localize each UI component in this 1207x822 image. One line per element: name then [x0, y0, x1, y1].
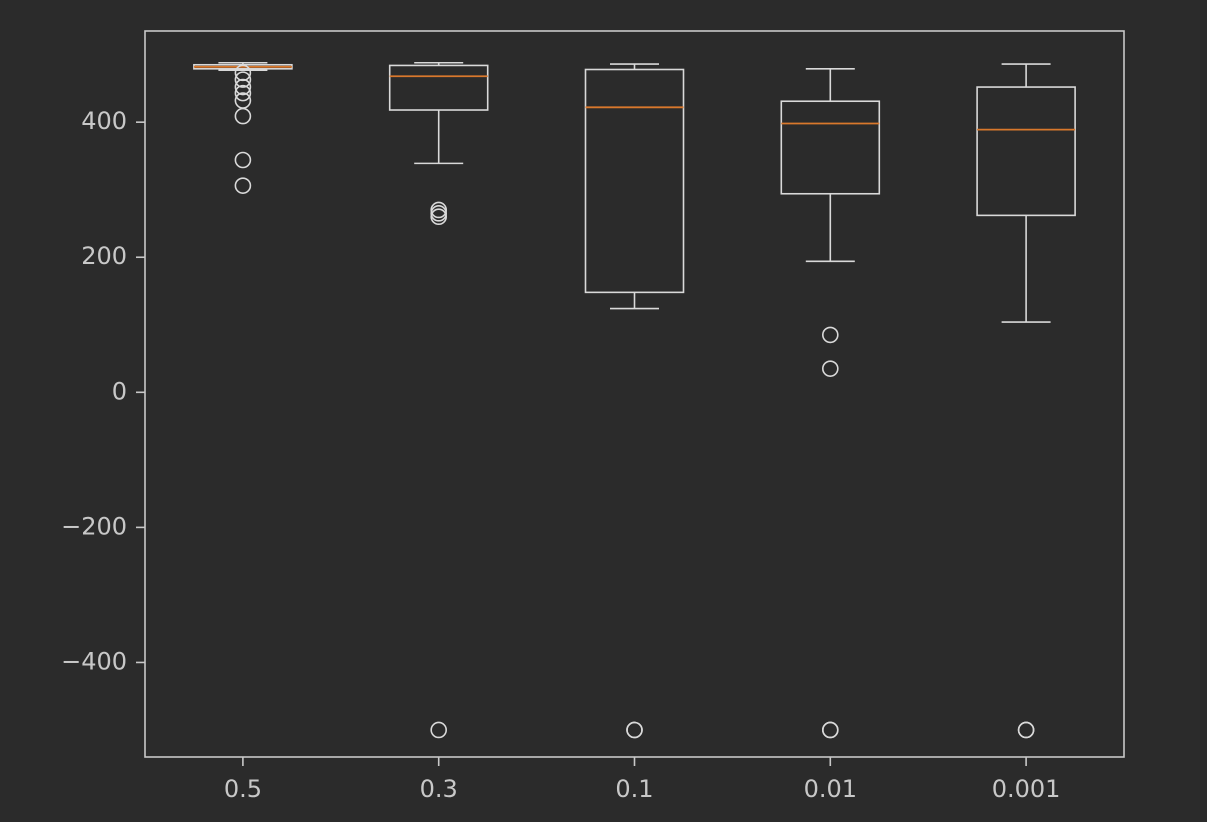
box-0.3	[388, 61, 489, 739]
outlier-point	[430, 208, 448, 226]
outlier-point	[821, 326, 839, 344]
box-0.01	[780, 68, 881, 739]
box-0.1	[584, 63, 685, 739]
y-axis-ticks: 400 200 0 −200 −400	[61, 107, 145, 675]
box-0.5	[193, 61, 293, 194]
box-body	[388, 64, 489, 111]
x-tick-label: 0.3	[420, 775, 458, 803]
outlier-point	[821, 360, 839, 377]
outlier-point	[1017, 721, 1035, 739]
plot-area-frame	[144, 30, 1125, 758]
outlier-point	[234, 64, 252, 82]
y-tick-label: 400	[81, 107, 127, 135]
y-tick-label: 200	[81, 242, 127, 270]
outlier-point	[234, 71, 252, 88]
outlier-point	[821, 721, 839, 739]
box-body	[584, 68, 685, 294]
box-0.001	[976, 63, 1076, 739]
x-tick-label: 0.1	[615, 775, 653, 803]
x-axis-ticks: 0.5 0.3 0.1 0.01 0.001	[224, 757, 1061, 803]
x-tick-label: 0.001	[992, 775, 1061, 803]
outlier-point	[234, 107, 252, 125]
outlier-point	[430, 721, 448, 739]
box-series	[193, 61, 1076, 739]
outlier-point	[234, 151, 252, 169]
outlier-point	[234, 84, 252, 102]
outlier-point	[626, 721, 643, 739]
y-tick-label: 0	[112, 377, 127, 405]
outlier-point	[234, 78, 252, 96]
box-body	[976, 86, 1076, 217]
x-tick-label: 0.01	[804, 775, 857, 803]
y-tick-label: −400	[61, 647, 127, 675]
x-tick-label: 0.5	[224, 775, 262, 803]
y-tick-label: −200	[61, 512, 127, 540]
box-body	[780, 100, 881, 195]
outlier-point	[430, 205, 448, 222]
outlier-point	[234, 177, 252, 194]
